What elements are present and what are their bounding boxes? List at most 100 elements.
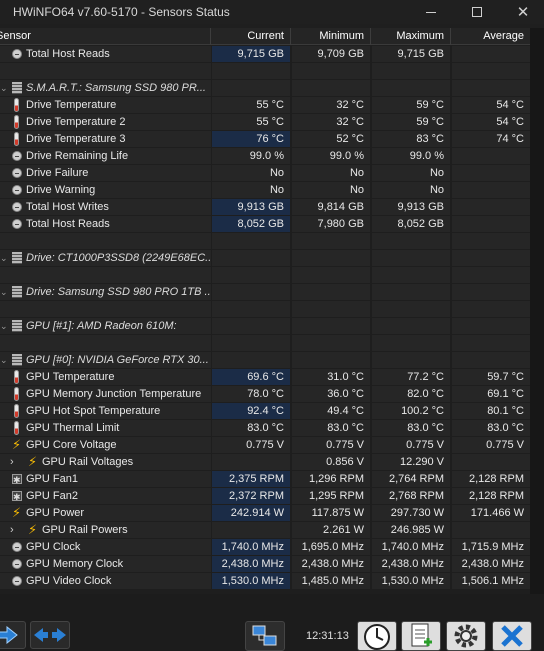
sensor-row[interactable]: GPU Video Clock 1,530.0 MHz 1,485.0 MHz 1,5…: [0, 573, 530, 590]
sensor-label: GPU [#0]: NVIDIA GeForce RTX 30...: [26, 354, 209, 366]
cell-bg: [372, 369, 450, 385]
close-window-button[interactable]: ✕: [500, 0, 544, 24]
sensor-group-row[interactable]: ⌄ S.M.A.R.T.: Samsung SSD 980 PR...: [0, 80, 530, 97]
cell-bg: [372, 80, 450, 96]
header-current[interactable]: Current: [211, 28, 291, 45]
expand-icon[interactable]: ⌄: [0, 355, 8, 365]
navigate-right-button[interactable]: [0, 621, 26, 649]
cell-bg: [372, 352, 450, 368]
cell-bg: [372, 386, 450, 402]
cell-bg: [212, 420, 290, 436]
chevron-right-icon[interactable]: ›: [10, 456, 14, 468]
sensor-group-row[interactable]: ⌄ Drive: Samsung SSD 980 PRO 1TB ...: [0, 284, 530, 301]
cell-bg: [212, 233, 290, 249]
thermometer-icon: [14, 421, 19, 435]
sensor-subgroup-row[interactable]: › ⚡ GPU Rail Voltages 0.856 V 12.290 V: [0, 454, 530, 471]
minimum-value: 83.0 °C: [327, 422, 364, 434]
cell-bg: [0, 420, 211, 436]
chevron-right-icon[interactable]: ›: [10, 524, 14, 536]
minimum-value: 32 °C: [336, 99, 364, 111]
sensor-row[interactable]: Total Host Writes 9,913 GB 9,814 GB 9,913 G…: [0, 199, 530, 216]
sensor-label-cell: Drive Failure: [0, 165, 211, 181]
cell-bg: [0, 46, 211, 62]
sensor-subgroup-row[interactable]: › ⚡ GPU Rail Powers 2.261 W 246.985 W: [0, 522, 530, 539]
sensor-row[interactable]: GPU Hot Spot Temperature 92.4 °C 49.4 °C 10…: [0, 403, 530, 420]
cell-bg: [372, 403, 450, 419]
sensor-row[interactable]: Total Host Reads 9,715 GB 9,709 GB 9,715 GB: [0, 46, 530, 63]
sensor-group-row[interactable]: ⌄ GPU [#1]: AMD Radeon 610M:: [0, 318, 530, 335]
cell-bg: [372, 284, 450, 300]
sensor-row[interactable]: GPU Memory Clock 2,438.0 MHz 2,438.0 MHz 2,…: [0, 556, 530, 573]
sensor-row[interactable]: GPU Fan1 2,375 RPM 1,296 RPM 2,764 RPM 2,128…: [0, 471, 530, 488]
expand-icon[interactable]: ⌄: [0, 321, 8, 331]
cell-bg: [452, 80, 530, 96]
vertical-scrollbar[interactable]: [530, 28, 544, 594]
sensor-row[interactable]: Total Host Reads 8,052 GB 7,980 GB 8,052 GB: [0, 216, 530, 233]
maximize-button[interactable]: [454, 0, 500, 24]
cell-bg: [212, 505, 290, 521]
current-value: 1,740.0 MHz: [221, 541, 284, 553]
average-value: [452, 148, 530, 164]
sensor-group-row[interactable]: ⌄ GPU [#0]: NVIDIA GeForce RTX 30...: [0, 352, 530, 369]
cell-bg: [292, 403, 370, 419]
maximum-value: No: [429, 167, 444, 179]
cell-bg: [292, 131, 370, 147]
cell-bg: [452, 539, 530, 555]
sensor-label-cell: GPU Memory Junction Temperature: [0, 386, 211, 402]
sensor-row[interactable]: GPU Fan2 2,372 RPM 1,295 RPM 2,768 RPM 2,128…: [0, 488, 530, 505]
cell-bg: [0, 556, 211, 572]
minimum-value: 9,814 GB: [317, 201, 364, 213]
sensor-row[interactable]: GPU Memory Junction Temperature 78.0 °C 36…: [0, 386, 530, 403]
sensor-row[interactable]: Drive Remaining Life 99.0 % 99.0 % 99.0 %: [0, 148, 530, 165]
minimum-value: 1,296 RPM: [308, 473, 364, 485]
sensor-label-cell: GPU Fan1: [0, 471, 211, 487]
expand-icon[interactable]: ⌄: [0, 287, 8, 297]
maximum-value: 77.2 °C: [407, 371, 444, 383]
sensor-label-cell: Drive Temperature 2: [0, 114, 211, 130]
current-value: 242.914 W: [230, 507, 284, 519]
sensor-row[interactable]: GPU Temperature 69.6 °C 31.0 °C 77.2 °C 59.7…: [0, 369, 530, 386]
cell-bg: [452, 420, 530, 436]
collapse-button[interactable]: [30, 621, 70, 649]
sensor-row[interactable]: ⚡ GPU Power 242.914 W 117.875 W 297.730 W 171…: [0, 505, 530, 522]
sensor-row[interactable]: Drive Temperature 55 °C 32 °C 59 °C 54 °C: [0, 97, 530, 114]
header-maximum[interactable]: Maximum: [371, 28, 451, 45]
maximum-value: 2,764 RPM: [388, 473, 444, 485]
sensor-row[interactable]: GPU Thermal Limit 83.0 °C 83.0 °C 83.0 °C 83…: [0, 420, 530, 437]
expand-icon[interactable]: ⌄: [0, 253, 8, 263]
close-sensors-button[interactable]: [492, 621, 532, 651]
maximum-value: 8,052 GB: [397, 218, 444, 230]
report-button[interactable]: [401, 621, 441, 651]
sensor-row[interactable]: Drive Temperature 2 55 °C 32 °C 59 °C 54 °C: [0, 114, 530, 131]
cell-bg: [292, 318, 370, 334]
average-value: 1,506.1 MHz: [461, 575, 524, 587]
settings-button[interactable]: [446, 621, 486, 651]
header-sensor[interactable]: Sensor: [0, 28, 211, 45]
header-average[interactable]: Average: [483, 30, 524, 42]
cell-bg: [292, 573, 370, 589]
sensor-row[interactable]: Drive Temperature 3 76 °C 52 °C 83 °C 74 °C: [0, 131, 530, 148]
clock-button[interactable]: [357, 621, 397, 651]
header-minimum[interactable]: Minimum: [291, 28, 371, 45]
expand-icon[interactable]: ⌄: [0, 83, 8, 93]
cell-bg: [452, 267, 530, 283]
cell-bg: [372, 318, 450, 334]
cell-bg: [0, 216, 211, 232]
current-value: 1,530.0 MHz: [221, 575, 284, 587]
minimize-button[interactable]: [408, 0, 454, 24]
maximum-value: 12.290 V: [399, 456, 444, 468]
minimize-icon: [426, 11, 436, 13]
cell-bg: [292, 522, 370, 538]
cell-bg: [372, 114, 450, 130]
sensor-label-cell: Drive Temperature: [0, 97, 211, 113]
current-value: 9,913 GB: [237, 201, 284, 213]
sensor-group-row[interactable]: ⌄ Drive: CT1000P3SSD8 (2249E68EC...: [0, 250, 530, 267]
average-value: [452, 165, 530, 181]
network-button[interactable]: [245, 621, 285, 651]
sensor-label: Drive: CT1000P3SSD8 (2249E68EC...: [26, 252, 211, 264]
sensor-row[interactable]: ⚡ GPU Core Voltage 0.775 V 0.775 V 0.775 V 0.…: [0, 437, 530, 454]
sensor-row[interactable]: GPU Clock 1,740.0 MHz 1,695.0 MHz 1,740.0 M…: [0, 539, 530, 556]
sensor-row[interactable]: Drive Failure No No No: [0, 165, 530, 182]
sensor-row[interactable]: Drive Warning No No No: [0, 182, 530, 199]
cell-bg: [0, 80, 211, 96]
